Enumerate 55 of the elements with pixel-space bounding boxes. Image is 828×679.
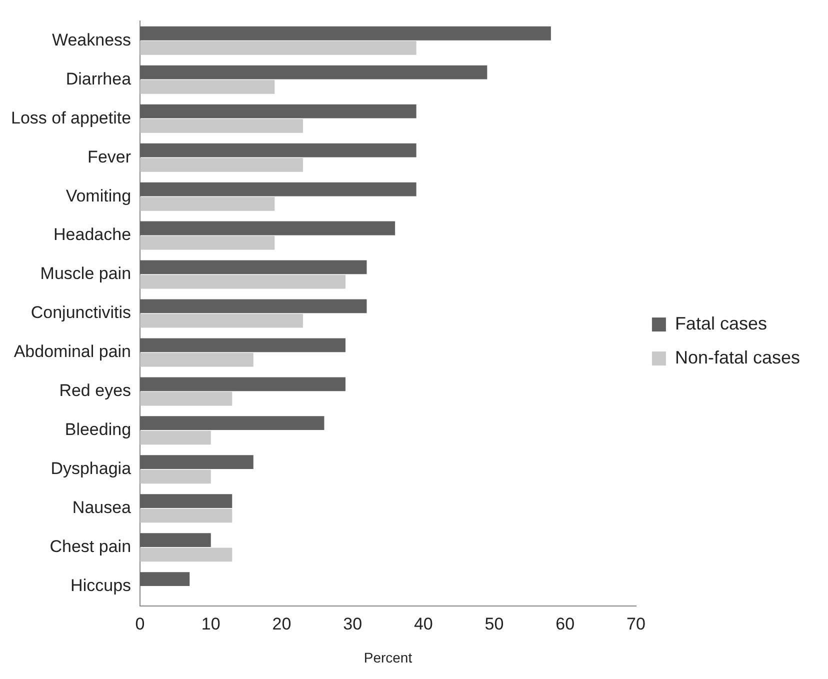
bar [140, 572, 190, 586]
y-tick-label: Fever [88, 147, 132, 166]
bar [140, 119, 303, 133]
y-tick-label: Abdominal pain [14, 342, 132, 362]
bar [140, 221, 396, 236]
bar [140, 314, 303, 328]
bar [140, 470, 211, 484]
x-tick-label: 50 [484, 614, 504, 634]
bar [140, 65, 488, 80]
x-tick-label: 40 [414, 614, 433, 634]
x-tick-label: 60 [556, 614, 575, 634]
bar [140, 392, 232, 406]
y-tick-label: Loss of appetite [11, 108, 132, 128]
bar [140, 104, 416, 118]
y-tick-label: Hiccups [70, 576, 132, 595]
bar [140, 299, 367, 314]
bar [140, 158, 303, 172]
bar [140, 182, 416, 196]
bar [140, 236, 275, 250]
y-tick-label: Chest pain [50, 537, 132, 556]
x-axis-title: Percent [364, 649, 412, 666]
bar [140, 533, 211, 547]
bar [140, 352, 254, 367]
bar [140, 26, 551, 40]
bar [140, 416, 324, 430]
y-tick-label: Weakness [52, 30, 132, 50]
bar [140, 260, 367, 274]
legend-label: Fatal cases [674, 313, 767, 334]
y-tick-label: Nausea [72, 498, 132, 518]
bar [140, 196, 275, 211]
x-tick-label: 20 [272, 614, 292, 634]
y-tick-label: Vomiting [66, 186, 132, 206]
bar [140, 508, 232, 523]
bar [140, 338, 346, 352]
y-tick-label: Bleeding [64, 420, 132, 440]
x-tick-label: 70 [626, 614, 646, 634]
y-tick-label: Muscle pain [40, 264, 132, 284]
x-tick-label: 0 [135, 614, 145, 634]
y-tick-label: Headache [54, 225, 132, 244]
y-tick-label: Conjunctivitis [30, 303, 132, 322]
bar [140, 455, 254, 470]
bar [140, 143, 416, 158]
bar [140, 274, 346, 289]
bar [140, 377, 346, 392]
bar [140, 494, 232, 508]
bar [140, 430, 211, 445]
bar [140, 80, 275, 94]
x-tick-label: 10 [201, 614, 220, 634]
legend-label: Non-fatal cases [674, 347, 800, 368]
bar [140, 41, 416, 55]
y-tick-label: Dysphagia [50, 459, 132, 478]
x-tick-label: 30 [343, 614, 362, 634]
y-tick-label: Diarrhea [66, 69, 132, 88]
bar [140, 548, 232, 562]
y-tick-label: Red eyes [59, 381, 132, 400]
